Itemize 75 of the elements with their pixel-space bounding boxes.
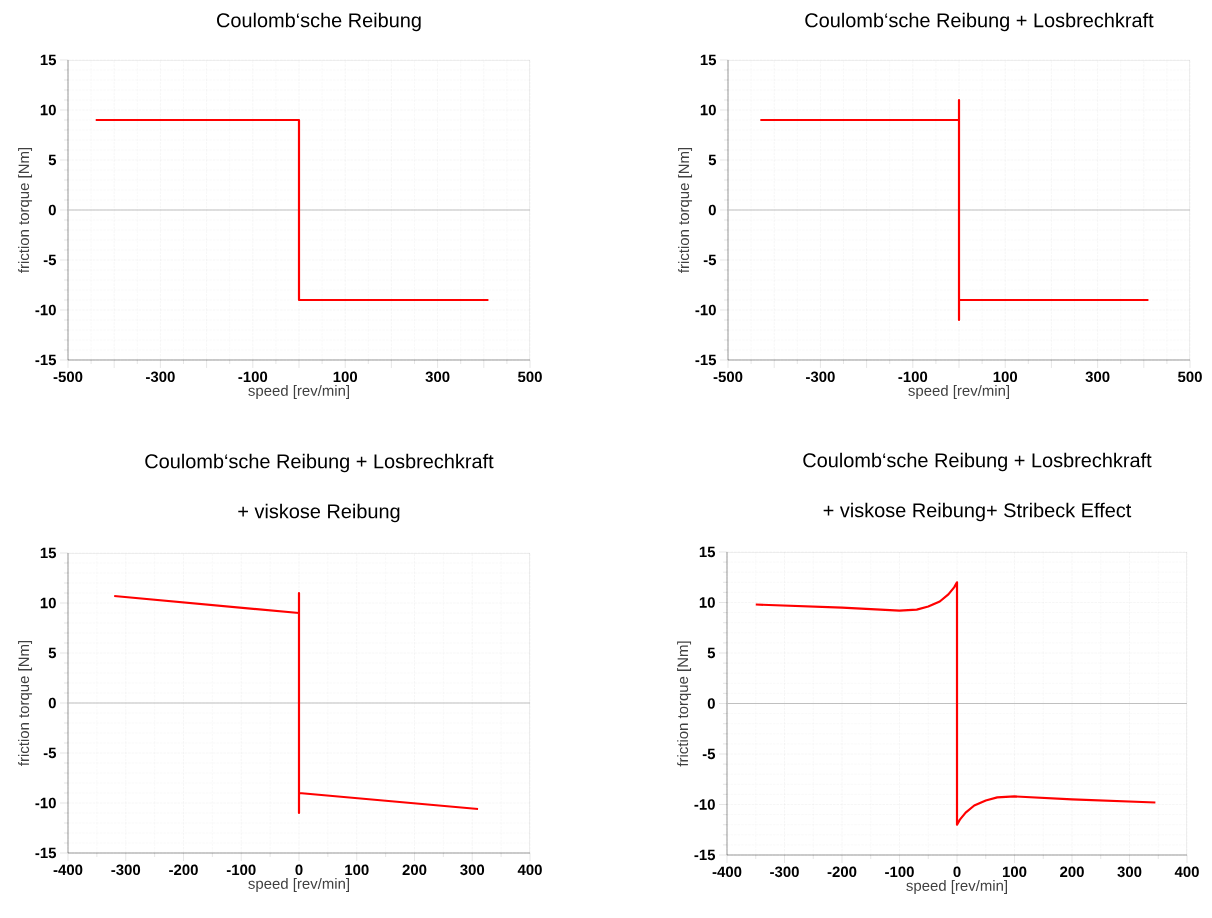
line-series: [759, 98, 1150, 322]
chart-title: Coulomb‘sche Reibung + Losbrechkraft: [805, 12, 1154, 32]
x-tick-label: -100: [226, 864, 256, 876]
line-series: [754, 581, 1157, 826]
y-tick-label: -10: [35, 304, 56, 316]
y-tick-label: 15: [699, 546, 716, 558]
y-tick-label: -15: [35, 847, 57, 859]
chart-title: Coulomb‘sche Reibung + Losbrechkraft: [145, 453, 494, 473]
x-tick-label: -300: [806, 371, 835, 383]
chart-subtitle: + viskose Reibung: [238, 503, 400, 523]
x-tick-label: 400: [517, 864, 542, 876]
y-tick-label: 10: [40, 597, 56, 609]
x-tick-label: 300: [1117, 866, 1142, 878]
x-tick-label: 400: [1174, 866, 1199, 878]
x-tick-label: -500: [53, 371, 83, 383]
x-tick-label: -500: [713, 371, 743, 383]
chart-title: Coulomb‘sche Reibung: [217, 12, 421, 32]
x-tick-label: 0: [295, 864, 303, 876]
x-tick-label: 200: [1060, 866, 1084, 878]
y-axis-title: friction torque [Nm]: [18, 147, 33, 273]
x-tick-label: 500: [517, 371, 542, 383]
chart-title: Coulomb‘sche Reibung + Losbrechkraft: [803, 452, 1152, 472]
x-tick-label: -100: [238, 371, 268, 383]
x-tick-label: 100: [993, 371, 1018, 383]
y-tick-label: 0: [708, 204, 716, 216]
x-tick-label: 200: [402, 864, 427, 876]
x-tick-label: -300: [111, 864, 141, 876]
y-tick-label: -10: [35, 797, 56, 809]
y-tick-label: -5: [702, 748, 716, 760]
y-tick-label: -15: [35, 354, 57, 366]
x-tick-label: 100: [333, 371, 358, 383]
y-tick-label: 10: [700, 104, 716, 116]
x-tick-label: -100: [885, 866, 914, 878]
y-tick-label: -10: [695, 304, 716, 316]
x-tick-label: 300: [460, 864, 485, 876]
y-tick-label: -5: [703, 254, 717, 266]
y-axis-title: friction torque [Nm]: [18, 640, 33, 766]
y-tick-label: 5: [708, 154, 717, 166]
y-tick-label: -5: [43, 747, 57, 759]
x-tick-label: -400: [712, 866, 742, 878]
y-tick-label: 10: [699, 597, 715, 608]
chart-subtitle: + viskose Reibung+ Stribeck Effect: [823, 502, 1132, 522]
y-tick-label: 10: [40, 104, 56, 116]
x-axis-title: speed [rev/min]: [248, 384, 349, 399]
y-tick-label: 0: [707, 698, 715, 709]
x-tick-label: -100: [898, 371, 928, 383]
x-tick-label: 100: [345, 864, 369, 876]
x-tick-label: -300: [770, 866, 799, 878]
y-axis-title: friction torque [Nm]: [677, 641, 692, 767]
y-tick-label: 15: [700, 54, 717, 66]
y-tick-label: -10: [694, 799, 715, 810]
y-tick-label: -15: [694, 849, 716, 861]
y-tick-label: -5: [43, 254, 57, 266]
x-tick-label: -400: [53, 864, 83, 876]
y-tick-label: 5: [707, 647, 716, 659]
x-tick-label: 300: [1085, 371, 1110, 383]
y-tick-label: 0: [48, 697, 56, 709]
x-tick-label: 500: [1178, 371, 1202, 383]
x-tick-label: 300: [425, 371, 450, 383]
x-tick-label: -300: [146, 371, 175, 383]
y-axis-title: friction torque [Nm]: [678, 147, 693, 273]
x-tick-label: -200: [169, 864, 198, 876]
x-axis-title: speed [rev/min]: [906, 879, 1007, 894]
x-tick-label: 0: [953, 866, 961, 878]
y-tick-label: 15: [40, 547, 57, 559]
x-axis-title: speed [rev/min]: [908, 384, 1009, 399]
y-tick-label: 5: [48, 647, 57, 659]
y-tick-label: 0: [48, 204, 56, 216]
x-tick-label: 100: [1002, 866, 1027, 878]
y-tick-label: 15: [40, 54, 57, 66]
x-tick-label: -200: [827, 866, 857, 878]
y-tick-label: 5: [48, 154, 57, 166]
y-tick-label: -15: [695, 354, 717, 366]
x-axis-title: speed [rev/min]: [248, 877, 349, 892]
line-series: [113, 591, 480, 815]
